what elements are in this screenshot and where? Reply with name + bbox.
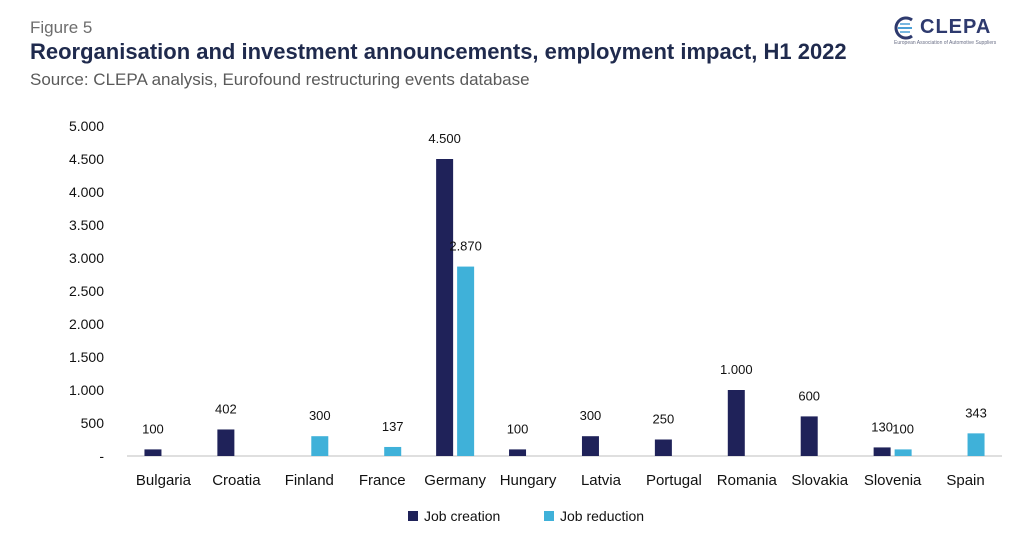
x-tick-label: Hungary <box>500 472 557 489</box>
chart-source: Source: CLEPA analysis, Eurofound restru… <box>30 70 530 89</box>
y-tick-label: - <box>99 448 104 464</box>
y-tick-label: 2.000 <box>69 316 104 332</box>
data-label-job-creation: 402 <box>215 401 237 416</box>
logo-tagline: European Association of Automotive Suppl… <box>894 40 997 46</box>
legend-label-job-creation: Job creation <box>424 508 500 524</box>
chart-title: Reorganisation and investment announceme… <box>30 39 847 64</box>
y-tick-label: 3.500 <box>69 217 104 233</box>
legend-swatch-job-reduction <box>544 511 554 521</box>
data-label-job-reduction: 100 <box>892 421 914 436</box>
x-tick-label: Slovenia <box>864 472 922 489</box>
x-tick-label: Slovakia <box>791 472 848 489</box>
x-tick-label: France <box>359 472 406 489</box>
bar-job-reduction <box>894 449 912 456</box>
data-label-job-creation: 130 <box>871 419 893 434</box>
bar-job-creation <box>144 449 162 456</box>
data-label-job-creation: 4.500 <box>428 131 461 146</box>
y-tick-label: 2.500 <box>69 283 104 299</box>
bar-job-creation <box>509 449 527 456</box>
x-tick-label: Spain <box>946 472 984 489</box>
data-label-job-creation: 250 <box>653 412 675 427</box>
x-tick-label: Romania <box>717 472 778 489</box>
bar-job-creation <box>654 439 672 456</box>
x-tick-label: Finland <box>285 472 334 489</box>
data-label-job-reduction: 300 <box>309 408 331 423</box>
x-tick-label: Croatia <box>212 472 261 489</box>
y-tick-label: 1.500 <box>69 349 104 365</box>
y-tick-label: 4.000 <box>69 184 104 200</box>
x-tick-label: Portugal <box>646 472 702 489</box>
bar-job-creation <box>727 390 745 456</box>
bar-job-creation <box>581 436 599 456</box>
y-tick-label: 3.000 <box>69 250 104 266</box>
data-label-job-reduction: 137 <box>382 419 404 434</box>
legend-swatch-job-creation <box>408 511 418 521</box>
y-tick-label: 4.500 <box>69 151 104 167</box>
figure-label: Figure 5 <box>30 18 93 37</box>
clepa-logo: CLEPA European Association of Automotive… <box>890 16 1010 50</box>
bar-job-creation <box>217 429 235 456</box>
x-tick-label: Latvia <box>581 472 622 489</box>
bar-job-reduction <box>311 436 329 456</box>
bar-job-creation <box>800 416 818 456</box>
data-label-job-creation: 300 <box>580 408 602 423</box>
data-label-job-creation: 600 <box>798 388 820 403</box>
clepa-logo-icon <box>894 16 913 40</box>
bar-job-reduction <box>967 433 985 456</box>
bar-job-reduction <box>384 446 402 456</box>
data-label-job-creation: 100 <box>507 421 529 436</box>
y-tick-label: 5.000 <box>69 118 104 134</box>
bar-job-creation <box>436 159 454 456</box>
logo-wordmark: CLEPA <box>920 16 992 38</box>
x-tick-label: Bulgaria <box>136 472 192 489</box>
data-label-job-reduction: 343 <box>965 405 987 420</box>
legend-label-job-reduction: Job reduction <box>560 508 644 524</box>
data-label-job-creation: 100 <box>142 421 164 436</box>
x-tick-label: Germany <box>424 472 486 489</box>
y-tick-label: 1.000 <box>69 382 104 398</box>
data-label-job-reduction: 2.870 <box>449 239 482 254</box>
bar-job-creation <box>873 447 891 456</box>
data-label-job-creation: 1.000 <box>720 362 753 377</box>
y-tick-label: 500 <box>81 415 105 431</box>
bar-job-reduction <box>457 266 475 456</box>
